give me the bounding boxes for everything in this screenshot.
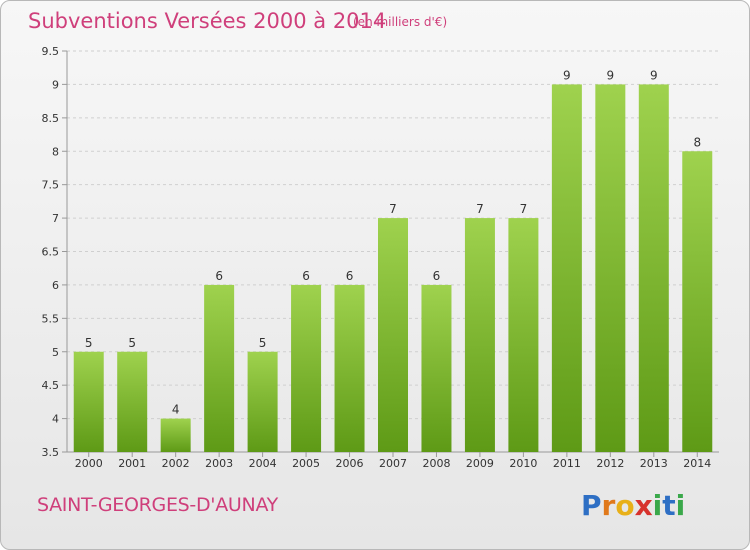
- bar-2010: [508, 218, 539, 452]
- y-tick-label: 5: [52, 346, 59, 359]
- y-tick-label: 3.5: [42, 446, 60, 459]
- x-tick-label: 2006: [336, 457, 364, 470]
- x-tick-label: 2002: [162, 457, 190, 470]
- logo-letter: t: [662, 489, 676, 522]
- bars: [73, 84, 713, 453]
- logo-letter: i: [652, 489, 663, 522]
- x-tick-label: 2014: [683, 457, 711, 470]
- x-tick-label: 2000: [75, 457, 103, 470]
- bar-2012: [595, 84, 626, 453]
- data-label: 5: [128, 336, 136, 350]
- x-tick-label: 2012: [596, 457, 624, 470]
- bar-2000: [73, 351, 104, 452]
- x-tick-label: 2010: [509, 457, 537, 470]
- y-tick-label: 4.5: [42, 379, 60, 392]
- logo-letter: x: [634, 489, 653, 522]
- chart-title: Subventions Versées 2000 à 2014: [28, 9, 387, 33]
- x-tick-label: 2005: [292, 457, 320, 470]
- y-tick-labels: 3.5 4 4.5 5 5.5 6 6.5 7 7.5 8 8.5 9 9.5: [42, 45, 60, 459]
- y-tick-label: 5.5: [42, 312, 60, 325]
- x-tick-label: 2001: [118, 457, 146, 470]
- data-label: 5: [85, 336, 93, 350]
- bar-2003: [204, 284, 235, 452]
- x-tick-label: 2007: [379, 457, 407, 470]
- y-tick-label: 9: [52, 78, 59, 91]
- logo-letter: P: [581, 489, 602, 522]
- data-label: 7: [389, 202, 397, 216]
- data-label: 9: [607, 68, 615, 82]
- y-tick-label: 7.5: [42, 179, 60, 192]
- data-label: 6: [346, 269, 354, 283]
- bar-2002: [160, 418, 191, 452]
- data-label: 9: [563, 68, 571, 82]
- x-tick-labels: 2000 2001 2002 2003 2004 2005 2006 2007 2008 2009…: [75, 457, 712, 470]
- proxiti-logo: Proxiti: [581, 489, 685, 522]
- data-labels: 5 5 4 6 5 6 6 7 6 7 7 9 9 9 8: [85, 68, 701, 416]
- data-label: 9: [650, 68, 658, 82]
- x-tick-label: 2008: [422, 457, 450, 470]
- logo-letter: i: [675, 489, 686, 522]
- data-label: 7: [520, 202, 528, 216]
- bar-2001: [117, 351, 148, 452]
- logo-letter: o: [615, 489, 635, 522]
- bar-2005: [291, 284, 322, 452]
- bar-2009: [464, 218, 495, 452]
- x-tick-label: 2009: [466, 457, 494, 470]
- y-tick-label: 8: [52, 145, 59, 158]
- commune-name: SAINT-GEORGES-D'AUNAY: [37, 494, 278, 516]
- x-tick-label: 2004: [249, 457, 277, 470]
- data-label: 6: [215, 269, 223, 283]
- chart-unit-label: (en milliers d'€): [353, 15, 448, 29]
- x-tick-label: 2011: [553, 457, 581, 470]
- y-tick-label: 9.5: [42, 45, 60, 58]
- data-label: 4: [172, 403, 180, 417]
- data-label: 8: [693, 135, 701, 149]
- y-tick-label: 6: [52, 279, 59, 292]
- data-label: 7: [476, 202, 484, 216]
- data-label: 5: [259, 336, 267, 350]
- y-tick-label: 8.5: [42, 112, 60, 125]
- data-label: 6: [433, 269, 441, 283]
- x-tick-label: 2013: [640, 457, 668, 470]
- bar-2014: [682, 151, 713, 452]
- bar-2007: [378, 218, 408, 452]
- bar-2004: [247, 351, 278, 452]
- y-tick-label: 4: [52, 413, 59, 426]
- data-label: 6: [302, 269, 310, 283]
- bar-2008: [421, 284, 452, 452]
- logo-letter: r: [601, 489, 616, 522]
- y-tick-label: 6.5: [42, 246, 60, 259]
- bar-2011: [551, 84, 582, 453]
- bar-2006: [334, 284, 365, 452]
- bar-2013: [638, 84, 669, 453]
- x-tick-label: 2003: [205, 457, 233, 470]
- y-tick-label: 7: [52, 212, 59, 225]
